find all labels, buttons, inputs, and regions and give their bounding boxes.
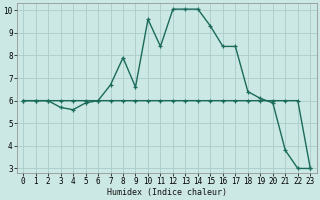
X-axis label: Humidex (Indice chaleur): Humidex (Indice chaleur) xyxy=(107,188,227,197)
